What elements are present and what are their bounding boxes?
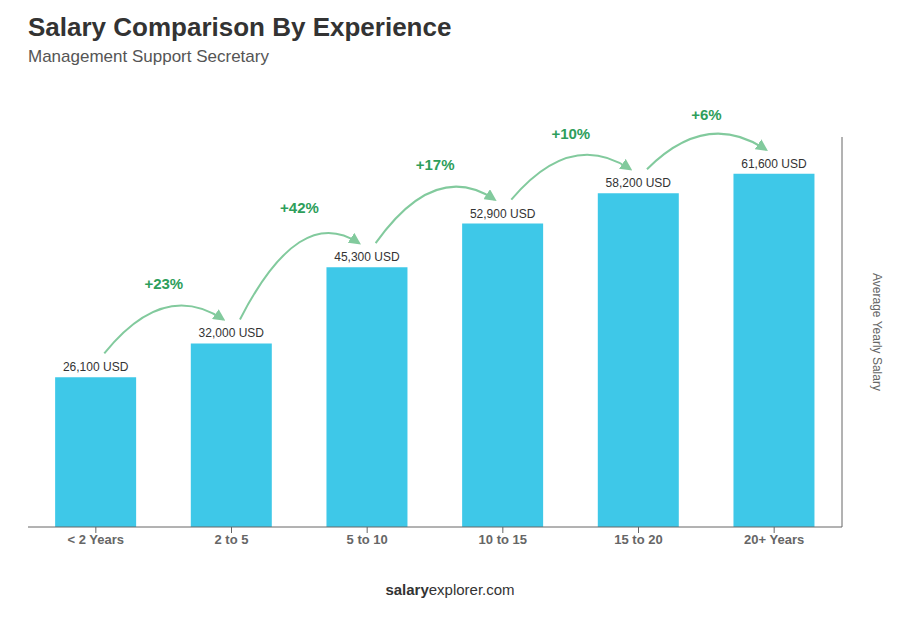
html-text:Management Support Secretary: Management Support Secretary xyxy=(28,47,269,66)
svg-text:5 to 10: 5 to 10 xyxy=(347,532,388,547)
svg-text:61,600 USD: 61,600 USD xyxy=(741,157,807,171)
svg-text:20+ Years: 20+ Years xyxy=(744,532,804,547)
svg-text:+10%: +10% xyxy=(551,125,590,142)
svg-text:< 2 Years: < 2 Years xyxy=(68,532,125,547)
svg-text:2 to 5: 2 to 5 xyxy=(215,532,249,547)
svg-text:10 to 15: 10 to 15 xyxy=(479,532,527,547)
svg-text:+6%: +6% xyxy=(691,106,721,123)
svg-text:+17%: +17% xyxy=(416,156,455,173)
svg-text:15 to 20: 15 to 20 xyxy=(614,532,662,547)
svg-text:+23%: +23% xyxy=(144,275,183,292)
svg-text:52,900 USD: 52,900 USD xyxy=(470,207,536,221)
svg-text:26,100 USD: 26,100 USD xyxy=(63,360,129,374)
svg-text:+42%: +42% xyxy=(280,199,319,216)
html-text:salary explorer.com: salary explorer.com xyxy=(385,581,515,598)
html-text:Salary Comparison By Experienc: Salary Comparison By Experience xyxy=(28,12,452,42)
svg-text:Average Yearly Salary: Average Yearly Salary xyxy=(870,273,884,391)
svg-text:58,200 USD: 58,200 USD xyxy=(606,176,672,190)
svg-text:45,300 USD: 45,300 USD xyxy=(334,250,400,264)
svg-text:32,000 USD: 32,000 USD xyxy=(199,326,265,340)
